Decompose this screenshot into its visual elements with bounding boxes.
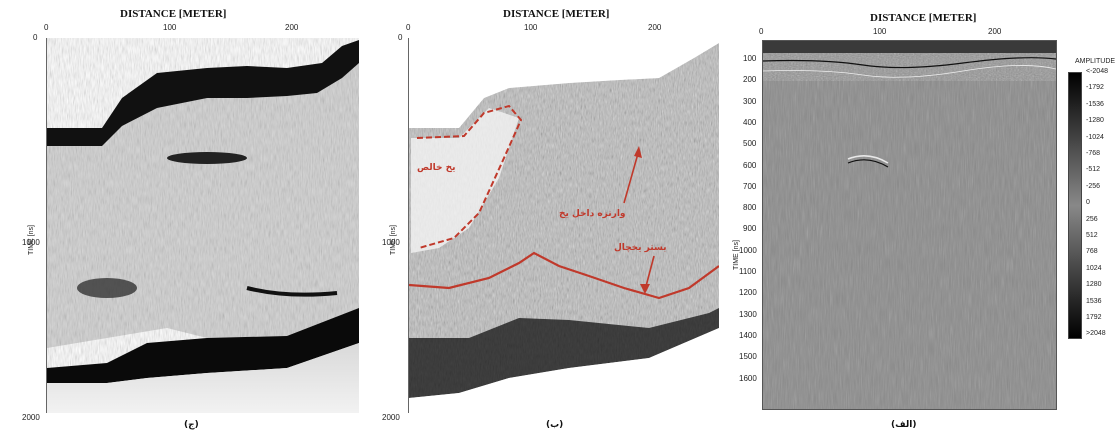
panel-a-ytick: 1200	[739, 288, 757, 298]
colorbar-label: -512	[1086, 166, 1101, 174]
panel-c-xtick-100: 100	[163, 23, 177, 32]
panel-a-ytick: 600	[743, 160, 757, 170]
panel-b-ylabel: TIME [ns]	[390, 225, 397, 255]
colorbar-label: -256	[1086, 182, 1101, 190]
panel-a-ytick: 1000	[739, 245, 757, 255]
panel-c-ytick-0: 0	[33, 33, 38, 42]
panel-b-title: DISTANCE [METER]	[503, 8, 610, 20]
colorbar	[1068, 72, 1082, 339]
panel-a-xtick-100: 100	[873, 27, 887, 36]
colorbar-title: AMPLITUDE	[1075, 58, 1116, 65]
panel-a-ytick: 300	[743, 96, 757, 106]
panel-a-ytick: 500	[743, 139, 757, 149]
panel-a-ytick: 200	[743, 75, 757, 85]
colorbar-label: <-2048	[1086, 68, 1108, 75]
panel-a-ytick: 400	[743, 117, 757, 127]
panel-a-ytick: 1100	[739, 267, 757, 276]
panel-a-xtick-0: 0	[759, 27, 764, 36]
panel-a-ylabel: TIME [ns]	[733, 240, 740, 270]
panel-b-radargram: یخ خالص وارنزه داخل یخ بستر یخچال	[408, 38, 719, 413]
panel-c-title: DISTANCE [METER]	[120, 8, 227, 20]
panel-b-ytick-1000: 1000	[382, 238, 400, 247]
colorbar-label: 512	[1086, 232, 1098, 239]
panel-b-ytick-2000: 2000	[382, 413, 400, 422]
panel-c-ytick-1000: 1000	[22, 238, 40, 247]
panel-a-xtick-200: 200	[988, 27, 1002, 36]
colorbar-label: 768	[1086, 248, 1098, 256]
panel-b-xtick-0: 0	[406, 23, 411, 32]
panel-c-xtick-0: 0	[44, 23, 49, 32]
panel-a-ytick: 800	[743, 203, 757, 213]
colorbar-label: -1280	[1086, 117, 1104, 125]
label-pure-ice: یخ خالص	[417, 163, 456, 173]
label-glacier-bed: بستر یخچال	[614, 243, 666, 253]
panel-a-ytick: 1600	[739, 373, 757, 383]
colorbar-label: -1024	[1086, 133, 1104, 141]
colorbar-label: 256	[1086, 215, 1098, 223]
label-inner-ice-reflection: وارنزه داخل یخ	[559, 209, 626, 219]
colorbar-label: >2048	[1086, 330, 1106, 338]
panel-a-caption: (الف)	[891, 420, 917, 430]
panel-a-ytick: 700	[743, 181, 757, 191]
panel-b-xtick-200: 200	[648, 23, 662, 32]
panel-c-xtick-200: 200	[285, 23, 299, 32]
panel-a-ytick: 1400	[739, 330, 757, 340]
panel-b-caption: (ب)	[546, 420, 564, 430]
colorbar-label: 0	[1086, 199, 1090, 207]
panel-c-ytick-2000: 2000	[22, 413, 40, 422]
colorbar-label: 1536	[1086, 297, 1102, 305]
panel-c-radargram	[46, 38, 359, 413]
panel-a-radargram	[762, 40, 1057, 410]
colorbar-label: 1024	[1086, 264, 1102, 272]
panel-a-ytick: 900	[743, 224, 757, 234]
colorbar-label: 1792	[1086, 314, 1102, 321]
colorbar-label: -1536	[1086, 100, 1104, 108]
panel-c-ylabel: TIME [ns]	[28, 225, 35, 255]
panel-b-xtick-100: 100	[524, 23, 538, 32]
panel-a: DISTANCE [METER] 0 100 200 100 200 300 400 5…	[725, 0, 1118, 433]
panel-c: DISTANCE [METER] 0 100 200 0 1000 2000 T…	[0, 0, 370, 433]
panel-c-caption: (ج)	[184, 420, 199, 430]
colorbar-label: -768	[1086, 150, 1101, 157]
colorbar-label: 1280	[1086, 281, 1102, 289]
panel-a-ytick: 1300	[739, 309, 757, 319]
panel-a-ytick: 100	[743, 54, 757, 63]
panel-a-title: DISTANCE [METER]	[870, 12, 977, 24]
panel-a-ytick: 1500	[739, 352, 757, 362]
panel-b: DISTANCE [METER] 0 100 200 0 1000 2000 T…	[378, 0, 723, 433]
panel-b-ytick-0: 0	[398, 33, 403, 42]
colorbar-label: -1792	[1086, 84, 1104, 92]
